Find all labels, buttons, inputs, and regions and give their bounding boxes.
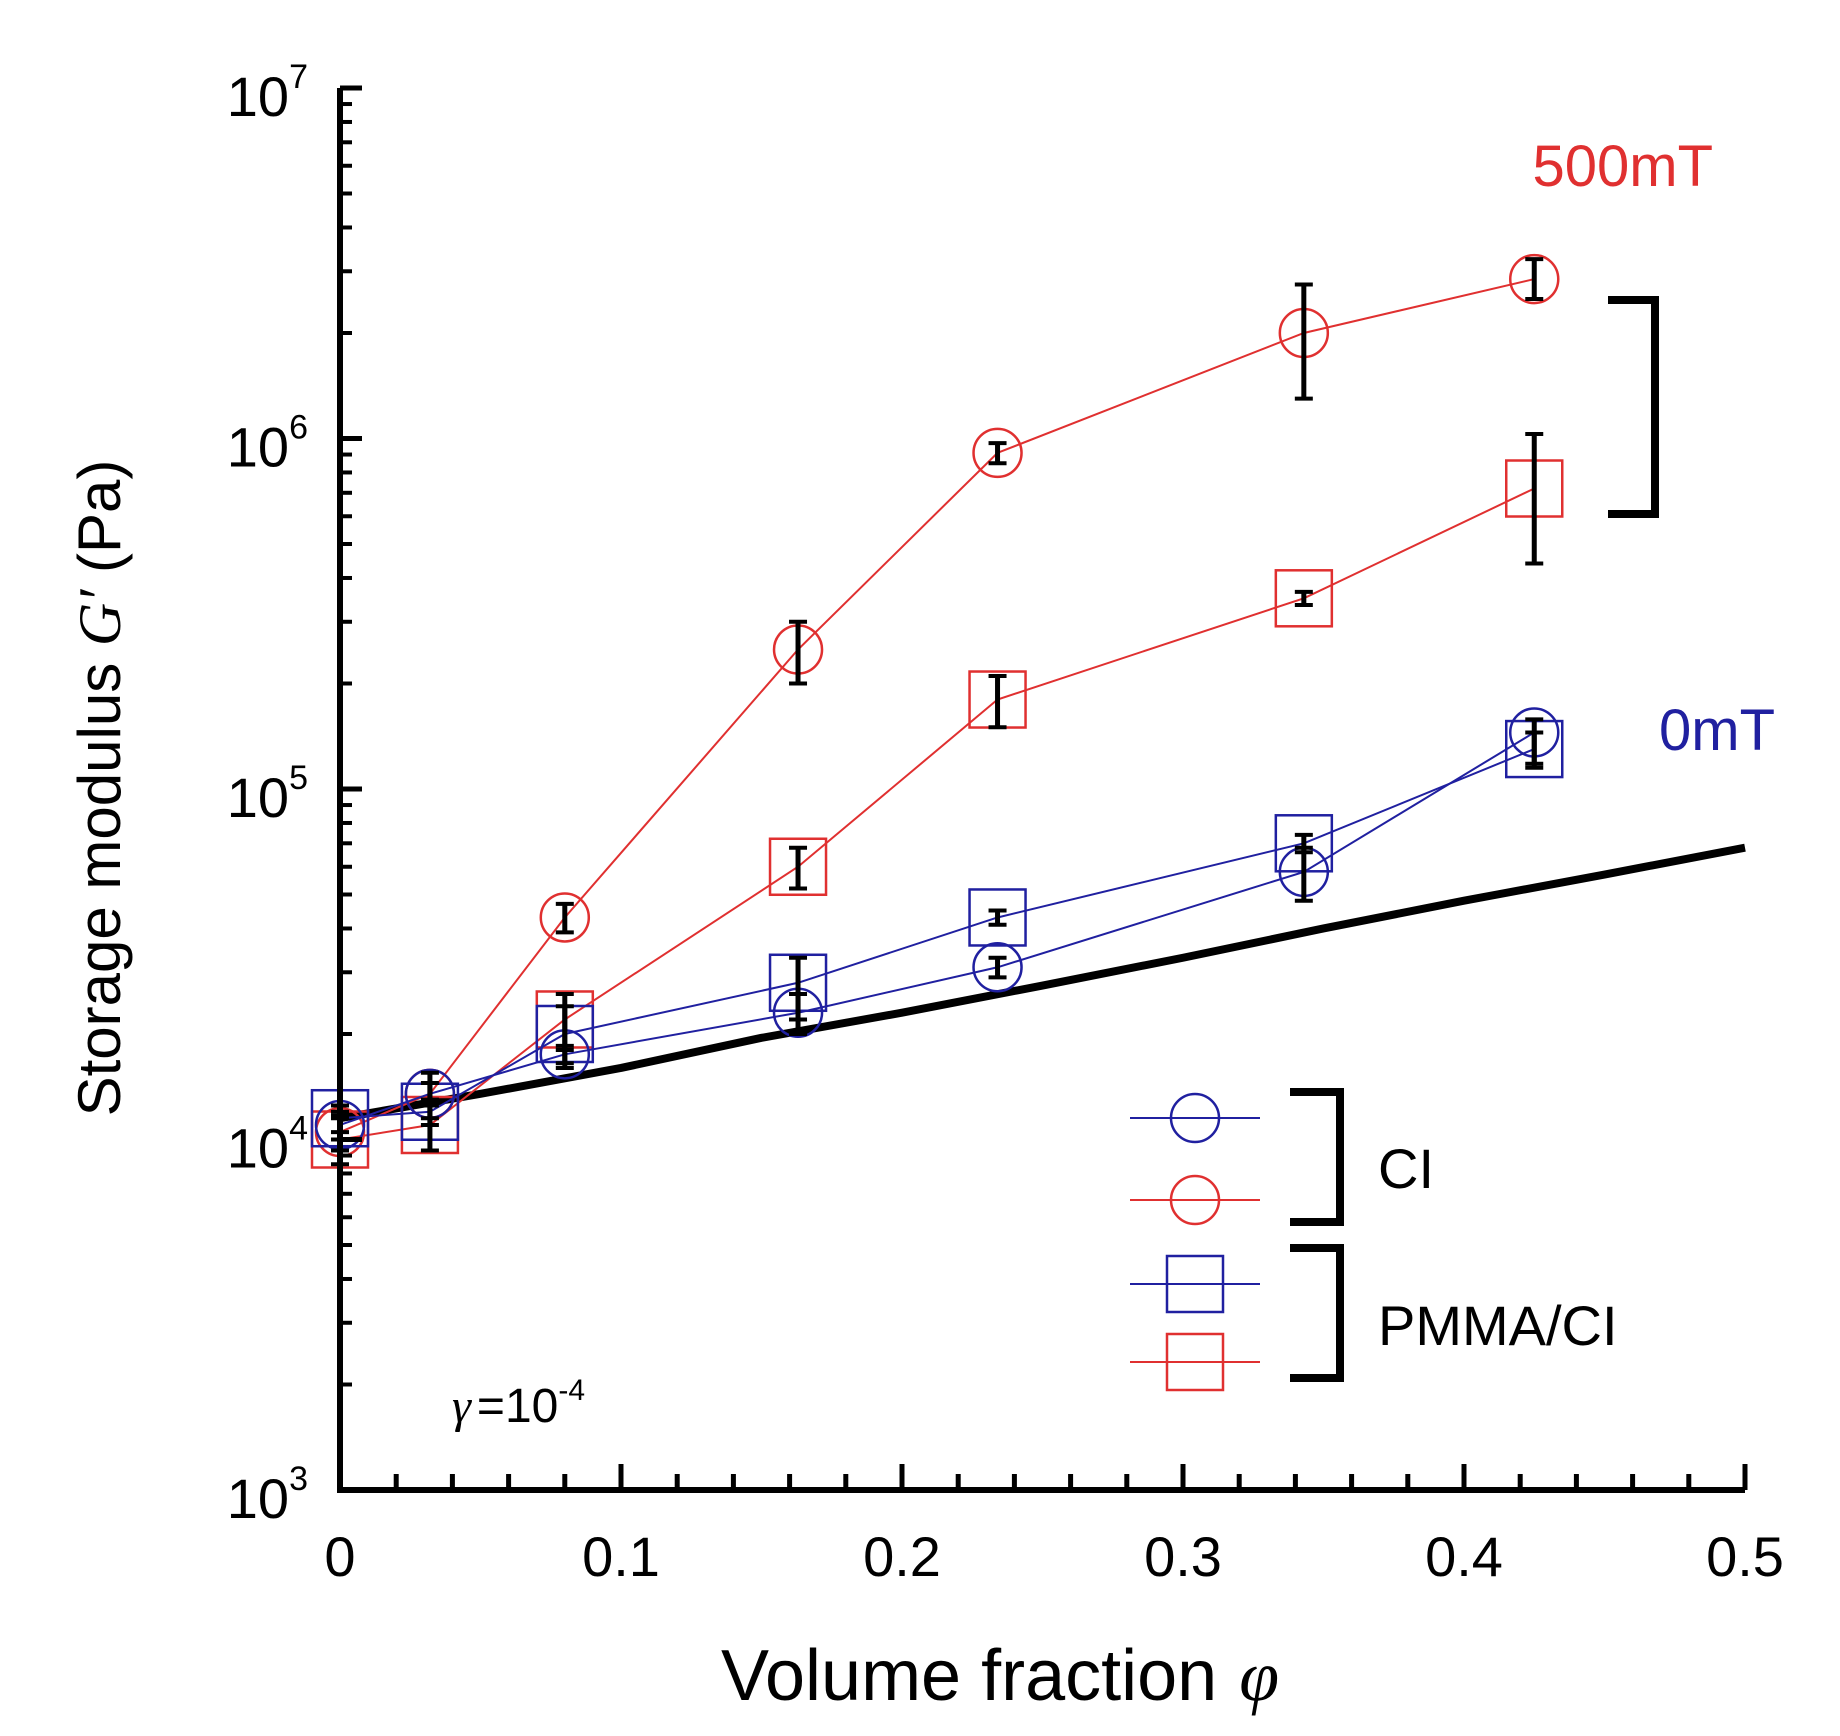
annotation-strain: γ =10-4 [452, 1374, 585, 1433]
series-3 [310, 719, 1564, 1148]
error-bars-0 [331, 257, 1544, 1153]
error-bars-2 [331, 717, 1544, 1142]
bracket-500mT [1608, 296, 1659, 518]
x-tick-label: 0.2 [863, 1525, 941, 1588]
series-layer [310, 253, 1564, 1169]
data-point-square [768, 837, 828, 897]
error-bars-3 [331, 730, 1544, 1135]
x-tick-label: 0 [324, 1525, 355, 1588]
y-tick-label: 107 [227, 58, 308, 128]
series-line [339, 748, 1535, 1120]
series-0 [314, 253, 1560, 1158]
legend-bracket-ci [1290, 1088, 1344, 1226]
x-tick-label: 0.5 [1706, 1525, 1784, 1588]
legend-label-ci: CI [1378, 1137, 1434, 1200]
data-point-circle [539, 892, 591, 943]
data-point-square [968, 888, 1027, 947]
y-tick-label: 104 [227, 1110, 308, 1180]
x-tick-label: 0.4 [1425, 1525, 1503, 1588]
y-tick-label: 105 [227, 759, 308, 829]
legend-entry-pmma-500mT [1130, 1332, 1260, 1392]
legend: CI PMMA/CI [1130, 1088, 1618, 1392]
legend-entry-ci-0mT [1130, 1092, 1260, 1144]
data-point-circle [972, 942, 1023, 993]
model-curve-line [339, 843, 1746, 1123]
legend-entry-pmma-0mT [1130, 1254, 1260, 1314]
legend-bracket-pmma [1290, 1244, 1344, 1382]
x-axis-label: Volume fraction φ [721, 1636, 1279, 1716]
error-bars-1 [331, 432, 1544, 1167]
y-axis-label: Storage modulus G′ (Pa) [66, 460, 133, 1117]
series-line [339, 731, 1535, 1126]
x-tick-label: 0.3 [1144, 1525, 1222, 1588]
data-point-circle [972, 427, 1023, 479]
x-tick-label: 0.1 [582, 1525, 660, 1588]
axes-layer: 103 104 105 106 107 0 0.1 0.2 0.3 0.4 0.5 [227, 58, 1784, 1588]
y-tick-label: 106 [227, 409, 308, 479]
series-line [339, 487, 1535, 1141]
data-point-square [1274, 569, 1334, 628]
legend-label-pmma-ci: PMMA/CI [1378, 1294, 1618, 1357]
series-2 [314, 707, 1560, 1151]
annotation-500mT: 500mT [1532, 134, 1713, 199]
data-point-circle [1509, 253, 1560, 305]
model-curve-layer [339, 843, 1746, 1123]
legend-entry-ci-500mT [1130, 1174, 1260, 1226]
annotation-0mT: 0mT [1659, 698, 1775, 763]
y-tick-label: 103 [227, 1460, 308, 1530]
